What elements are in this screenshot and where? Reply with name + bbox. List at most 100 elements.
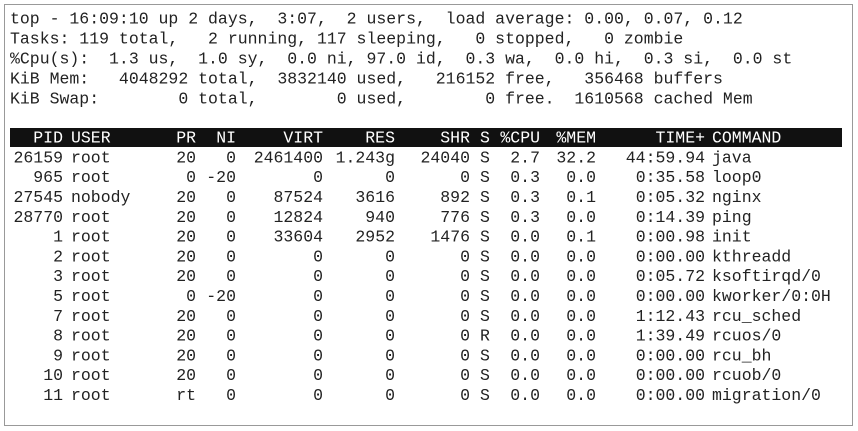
table-cell: 0 <box>460 267 470 286</box>
table-cell: 0 <box>460 287 470 306</box>
table-cell: root <box>71 247 111 266</box>
table-cell: 20 <box>176 208 196 227</box>
table-cell: nobody <box>71 188 131 207</box>
table-cell: 28770 <box>13 208 63 227</box>
table-cell: 0 <box>186 168 196 187</box>
table-cell: rcu_bh <box>712 346 771 365</box>
table-cell: 0 <box>226 366 236 385</box>
table-cell: 3 <box>53 267 63 286</box>
summary-line: KiB Mem: 4048292 total, 3832140 used, 21… <box>10 69 723 88</box>
table-cell: root <box>71 307 111 326</box>
table-cell: 10 <box>43 366 63 385</box>
table-cell: 0 <box>385 307 395 326</box>
table-cell: 20 <box>176 366 196 385</box>
table-cell: migration/0 <box>712 386 821 405</box>
summary-line: Tasks: 119 total, 2 running, 117 sleepin… <box>10 29 683 48</box>
column-header: COMMAND <box>712 128 781 147</box>
table-cell: 776 <box>440 208 470 227</box>
table-cell: 0 <box>313 327 323 346</box>
table-cell: S <box>480 267 490 286</box>
table-cell: 0 <box>313 247 323 266</box>
header-bar <box>10 128 842 147</box>
table-cell: S <box>480 228 490 247</box>
column-header: VIRT <box>283 128 323 147</box>
table-cell: 0 <box>226 327 236 346</box>
table-cell: root <box>71 228 111 247</box>
table-cell: 5 <box>53 287 63 306</box>
table-cell: 0 <box>385 366 395 385</box>
table-cell: 0 <box>226 267 236 286</box>
column-header: NI <box>216 128 236 147</box>
table-cell: 0 <box>226 228 236 247</box>
table-cell: rt <box>176 386 196 405</box>
column-header: RES <box>365 128 395 147</box>
table-cell: 0 <box>313 346 323 365</box>
table-cell: 1 <box>53 228 63 247</box>
table-cell: 44:59.94 <box>626 148 705 167</box>
table-cell: 0:14.39 <box>636 208 705 227</box>
table-cell: 0 <box>186 287 196 306</box>
table-cell: 87524 <box>273 188 323 207</box>
table-cell: 26159 <box>13 148 63 167</box>
table-cell: 20 <box>176 327 196 346</box>
table-cell: root <box>71 346 111 365</box>
table-cell: 0 <box>313 366 323 385</box>
table-cell: 0.3 <box>510 208 540 227</box>
table-cell: 2.7 <box>510 148 540 167</box>
table-cell: 0 <box>460 247 470 266</box>
table-cell: 20 <box>176 346 196 365</box>
table-cell: java <box>712 148 752 167</box>
table-cell: root <box>71 267 111 286</box>
table-cell: 0 <box>385 247 395 266</box>
table-cell: 1.243g <box>336 148 395 167</box>
table-cell: 9 <box>53 346 63 365</box>
table-cell: 0.0 <box>566 327 596 346</box>
table-cell: 0 <box>226 148 236 167</box>
table-cell: root <box>71 366 111 385</box>
table-cell: 0.0 <box>510 287 540 306</box>
table-cell: 940 <box>365 208 395 227</box>
table-cell: 0.0 <box>566 208 596 227</box>
table-cell: 0:00.00 <box>636 247 705 266</box>
table-cell: 0:00.00 <box>636 366 705 385</box>
table-cell: kthreadd <box>712 247 791 266</box>
table-cell: 0.0 <box>510 247 540 266</box>
table-cell: 20 <box>176 267 196 286</box>
table-cell: 0.0 <box>510 386 540 405</box>
table-cell: 20 <box>176 148 196 167</box>
table-cell: 0.0 <box>566 307 596 326</box>
column-header: PR <box>176 128 196 147</box>
table-cell: 20 <box>176 228 196 247</box>
table-cell: 0 <box>460 366 470 385</box>
summary-line: top - 16:09:10 up 2 days, 3:07, 2 users,… <box>10 9 743 28</box>
table-cell: 0 <box>460 346 470 365</box>
table-cell: 0 <box>385 386 395 405</box>
table-cell: 7 <box>53 307 63 326</box>
table-cell: 0 <box>226 188 236 207</box>
table-cell: kworker/0:0H <box>712 287 831 306</box>
table-cell: rcuob/0 <box>712 366 781 385</box>
table-cell: -20 <box>206 168 236 187</box>
table-cell: root <box>71 287 111 306</box>
table-cell: 0 <box>226 386 236 405</box>
table-cell: 0 <box>385 267 395 286</box>
table-cell: 0 <box>460 386 470 405</box>
table-cell: S <box>480 148 490 167</box>
column-header: TIME+ <box>655 128 705 147</box>
table-cell: 1:39.49 <box>636 327 705 346</box>
table-cell: 8 <box>53 327 63 346</box>
table-cell: -20 <box>206 287 236 306</box>
table-cell: ksoftirqd/0 <box>712 267 821 286</box>
table-cell: 0.0 <box>510 307 540 326</box>
table-cell: 0.1 <box>566 188 596 207</box>
table-cell: S <box>480 386 490 405</box>
table-cell: 33604 <box>273 228 323 247</box>
table-cell: 0.0 <box>566 168 596 187</box>
table-cell: S <box>480 287 490 306</box>
table-cell: 0 <box>385 287 395 306</box>
table-cell: 0 <box>385 327 395 346</box>
table-cell: 2461400 <box>254 148 323 167</box>
table-cell: init <box>712 228 752 247</box>
table-cell: 0 <box>226 346 236 365</box>
column-header: S <box>480 128 490 147</box>
